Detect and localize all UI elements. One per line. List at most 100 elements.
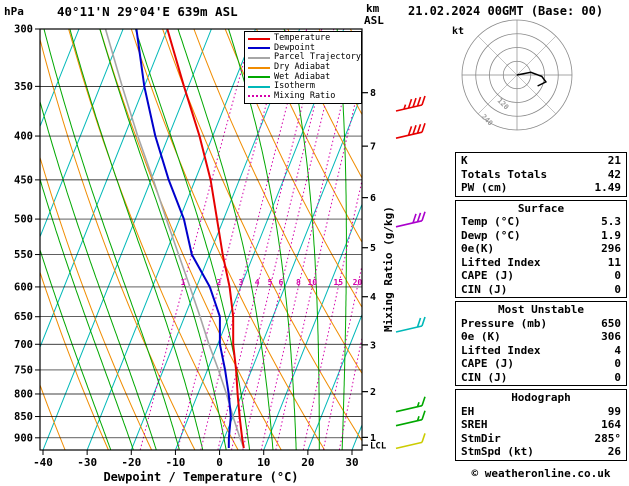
row-value: 4 (614, 343, 621, 357)
mixing-ratio-labels: 1 2 3 4 5 6 8 10 15 20 25 (181, 278, 378, 287)
dry-adiabat-lines (40, 29, 362, 450)
row-value: 1.49 (594, 181, 622, 194)
table-row: CAPE (J) 0 (456, 357, 626, 371)
row-value: 0 (614, 370, 621, 384)
table-indices: K 21 Totals Totals 42 PW (cm) 1.49 (455, 152, 627, 197)
svg-text:20: 20 (353, 278, 363, 287)
legend-label: Dry Adiabat (274, 62, 331, 73)
row-value: 0 (614, 357, 621, 370)
svg-text:900: 900 (14, 432, 33, 444)
svg-text:3: 3 (238, 278, 243, 287)
svg-text:2: 2 (216, 278, 221, 287)
row-label: θe (K) (461, 330, 501, 343)
row-label: SREH (461, 418, 488, 431)
wind-barbs (395, 95, 426, 450)
row-label: CIN (J) (461, 370, 508, 384)
row-label: K (461, 154, 468, 167)
mixing-ratio-axis-label: Mixing Ratio (g/kg) (382, 206, 395, 332)
svg-text:7: 7 (370, 142, 376, 153)
svg-text:650: 650 (14, 311, 33, 323)
table-hodograph: Hodograph EH 99 SREH 164 StmDir 285° StmSpd (kt… (455, 389, 627, 461)
table-row: CIN (J) 0 (456, 371, 626, 385)
row-value: 306 (601, 330, 621, 343)
legend-label: Dewpoint (274, 42, 315, 53)
svg-text:120: 120 (496, 97, 511, 112)
svg-text:4: 4 (255, 278, 260, 287)
hodograph-trace (516, 71, 548, 87)
row-value: 1.9 (601, 228, 621, 242)
row-label: StmDir (461, 431, 501, 445)
table-row: θe(K) 296 (456, 242, 626, 256)
row-label: Lifted Index (461, 255, 541, 269)
svg-text:8: 8 (296, 278, 301, 287)
row-label: θe(K) (461, 242, 495, 255)
svg-text:6: 6 (278, 278, 283, 287)
copyright-label: © weatheronline.co.uk (471, 467, 611, 480)
legend-line-sample (248, 95, 270, 98)
table-row: EH 99 (456, 405, 626, 419)
table-row: StmSpd (kt) 26 (456, 445, 626, 459)
table-row: Dewp (°C) 1.9 (456, 229, 626, 243)
svg-text:400: 400 (14, 131, 33, 143)
row-label: CAPE (J) (461, 269, 514, 282)
svg-text:850: 850 (14, 411, 33, 423)
table-title: Most Unstable (497, 303, 585, 316)
svg-text:-30: -30 (77, 456, 97, 469)
wind-barb (395, 211, 426, 228)
station-title: 40°11'N 29°04'E 639m ASL (57, 4, 238, 19)
svg-text:25: 25 (368, 278, 378, 287)
svg-text:300: 300 (14, 24, 33, 36)
parcel-trajectory-curve (104, 29, 245, 449)
legend-label: Mixing Ratio (274, 90, 336, 101)
svg-text:4: 4 (370, 292, 376, 303)
svg-text:-10: -10 (165, 456, 185, 469)
legend-item: Dry Adiabat (248, 63, 361, 73)
legend-label: Temperature (274, 33, 331, 44)
row-value: 42 (607, 167, 621, 181)
row-value: 296 (601, 242, 621, 255)
row-label: Temp (°C) (461, 215, 521, 228)
row-label: Pressure (mb) (461, 316, 548, 330)
table-row: Pressure (mb) 650 (456, 317, 626, 331)
wind-barb (395, 95, 426, 112)
legend-item: Temperature (248, 34, 361, 44)
svg-text:240: 240 (480, 113, 495, 128)
svg-text:550: 550 (14, 249, 33, 261)
table-row: CIN (J) 0 (456, 283, 626, 297)
altitude-axis-unit-km: km (366, 2, 380, 15)
row-label: Lifted Index (461, 343, 541, 357)
row-value: 11 (607, 255, 621, 269)
temperature-curve (166, 29, 245, 449)
svg-text:8: 8 (370, 88, 376, 99)
legend-item: Wet Adiabat (248, 72, 361, 82)
svg-text:3: 3 (370, 340, 376, 351)
row-label: CIN (J) (461, 282, 508, 296)
legend-label: Parcel Trajectory (274, 52, 361, 63)
svg-text:10: 10 (307, 278, 317, 287)
svg-text:450: 450 (14, 174, 33, 186)
table-row: Totals Totals 42 (456, 168, 626, 182)
legend-item: Mixing Ratio (248, 90, 361, 102)
svg-text:LCL: LCL (370, 442, 387, 452)
svg-text:5: 5 (370, 243, 376, 254)
svg-text:10: 10 (257, 456, 270, 469)
table-row: K 21 (456, 154, 626, 168)
svg-text:600: 600 (14, 281, 33, 293)
row-value: 650 (601, 316, 621, 330)
row-label: Dewp (°C) (461, 228, 521, 242)
wet-adiabat-lines (40, 29, 347, 450)
legend-line-sample (248, 47, 270, 50)
row-value: 0 (614, 269, 621, 282)
svg-text:1: 1 (370, 433, 376, 444)
legend-line-sample (248, 37, 270, 40)
table-row: θe (K) 306 (456, 330, 626, 344)
hodograph-unit-label: kt (452, 26, 465, 37)
svg-text:800: 800 (14, 388, 33, 400)
wind-barb (395, 396, 426, 413)
mixing-ratio-lines (139, 29, 362, 450)
wind-barb (395, 122, 426, 139)
table-row: CAPE (J) 0 (456, 269, 626, 283)
datetime-label: 21.02.2024 00GMT (Base: 00) (408, 4, 604, 18)
